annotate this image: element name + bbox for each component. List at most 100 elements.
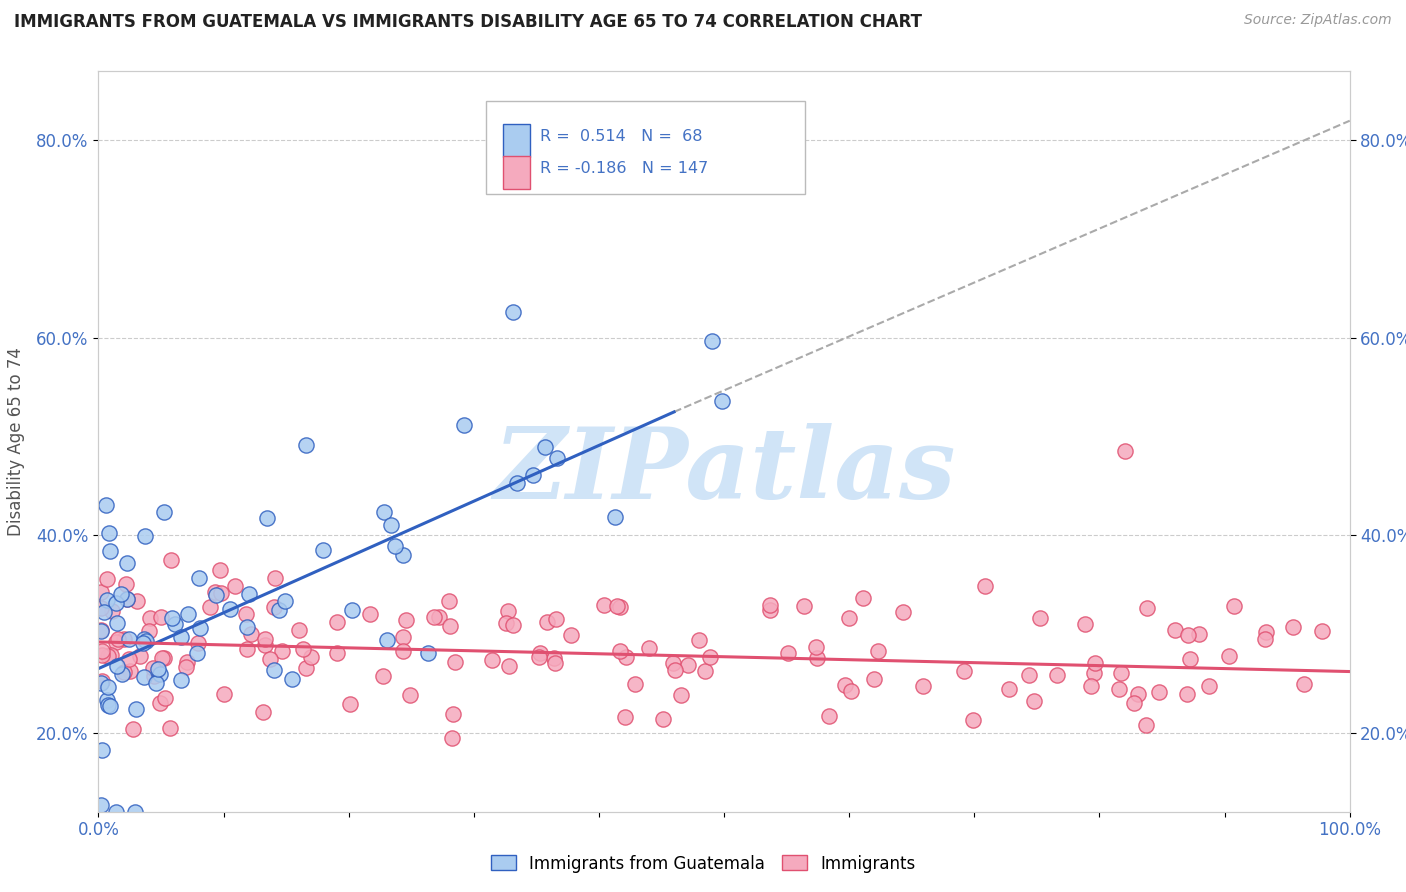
Point [90, 623, 112, 637]
Point [188, 621, 211, 635]
Point [543, 651, 565, 665]
Point [295, 661, 318, 675]
Point [238, 587, 260, 601]
Point [440, 731, 463, 745]
Point [1180, 652, 1202, 666]
Point [124, 805, 146, 819]
Point [891, 605, 914, 619]
Point [395, 613, 418, 627]
Point [205, 588, 228, 602]
Point [93, 605, 115, 619]
Point [1310, 624, 1333, 639]
Point [1254, 625, 1277, 640]
Point [90, 743, 112, 757]
Point [274, 594, 297, 608]
Point [522, 467, 544, 482]
Point [759, 599, 782, 613]
Point [117, 556, 139, 570]
Point [1108, 681, 1130, 696]
Point [652, 711, 675, 725]
Point [97, 680, 120, 694]
Point [263, 599, 285, 614]
Point [252, 705, 274, 719]
Point [110, 587, 132, 601]
Point [264, 571, 287, 585]
Text: R =  0.514   N =  68: R = 0.514 N = 68 [540, 128, 703, 144]
Point [380, 518, 402, 533]
Point [1084, 656, 1107, 670]
Point [96, 592, 118, 607]
Point [398, 688, 420, 702]
Point [852, 591, 875, 606]
Point [1109, 666, 1132, 681]
Point [104, 805, 127, 819]
Point [373, 505, 395, 519]
Point [91, 648, 114, 663]
Point [256, 511, 278, 525]
Point [176, 655, 198, 669]
Point [150, 609, 173, 624]
Point [817, 708, 839, 723]
Point [134, 670, 156, 684]
Point [219, 602, 242, 616]
Point [793, 599, 815, 614]
Point [186, 646, 208, 660]
Point [91, 674, 114, 689]
Text: R = -0.186   N = 147: R = -0.186 N = 147 [540, 161, 709, 176]
Point [1135, 601, 1157, 615]
Point [711, 394, 734, 409]
Point [384, 539, 406, 553]
Point [359, 607, 381, 622]
Point [998, 682, 1021, 697]
Point [418, 646, 440, 660]
Point [90, 798, 112, 813]
Point [97, 648, 120, 663]
Point [912, 679, 935, 693]
Point [1218, 648, 1240, 663]
Point [546, 612, 568, 626]
Point [98, 543, 121, 558]
Point [1122, 696, 1144, 710]
Point [122, 723, 145, 737]
Point [806, 651, 828, 665]
Point [325, 615, 347, 629]
Point [107, 632, 129, 647]
Point [239, 627, 262, 641]
Point [134, 528, 156, 542]
Point [1074, 616, 1097, 631]
Point [702, 334, 724, 348]
Point [1147, 685, 1170, 699]
Point [1018, 667, 1040, 681]
Point [135, 633, 157, 648]
Point [236, 620, 259, 634]
Point [177, 607, 200, 622]
Point [138, 624, 160, 638]
Point [134, 632, 156, 646]
Point [325, 646, 347, 660]
Legend: Immigrants from Guatemala, Immigrants: Immigrants from Guatemala, Immigrants [484, 848, 922, 880]
Point [160, 553, 183, 567]
Point [699, 649, 721, 664]
Point [90, 585, 112, 599]
Point [263, 663, 285, 677]
Point [340, 603, 363, 617]
Point [392, 630, 415, 644]
Point [498, 658, 520, 673]
Point [105, 635, 128, 649]
Point [422, 610, 444, 624]
Point [142, 669, 165, 683]
Point [105, 616, 128, 631]
Point [1294, 676, 1316, 690]
Point [502, 305, 524, 319]
Point [662, 657, 685, 671]
Point [441, 706, 464, 721]
Point [149, 666, 172, 681]
Point [111, 666, 134, 681]
Point [91, 643, 114, 657]
Point [1128, 687, 1150, 701]
Point [118, 632, 141, 646]
Point [609, 644, 631, 658]
Point [1282, 620, 1305, 634]
Point [841, 684, 863, 698]
Point [609, 599, 631, 614]
